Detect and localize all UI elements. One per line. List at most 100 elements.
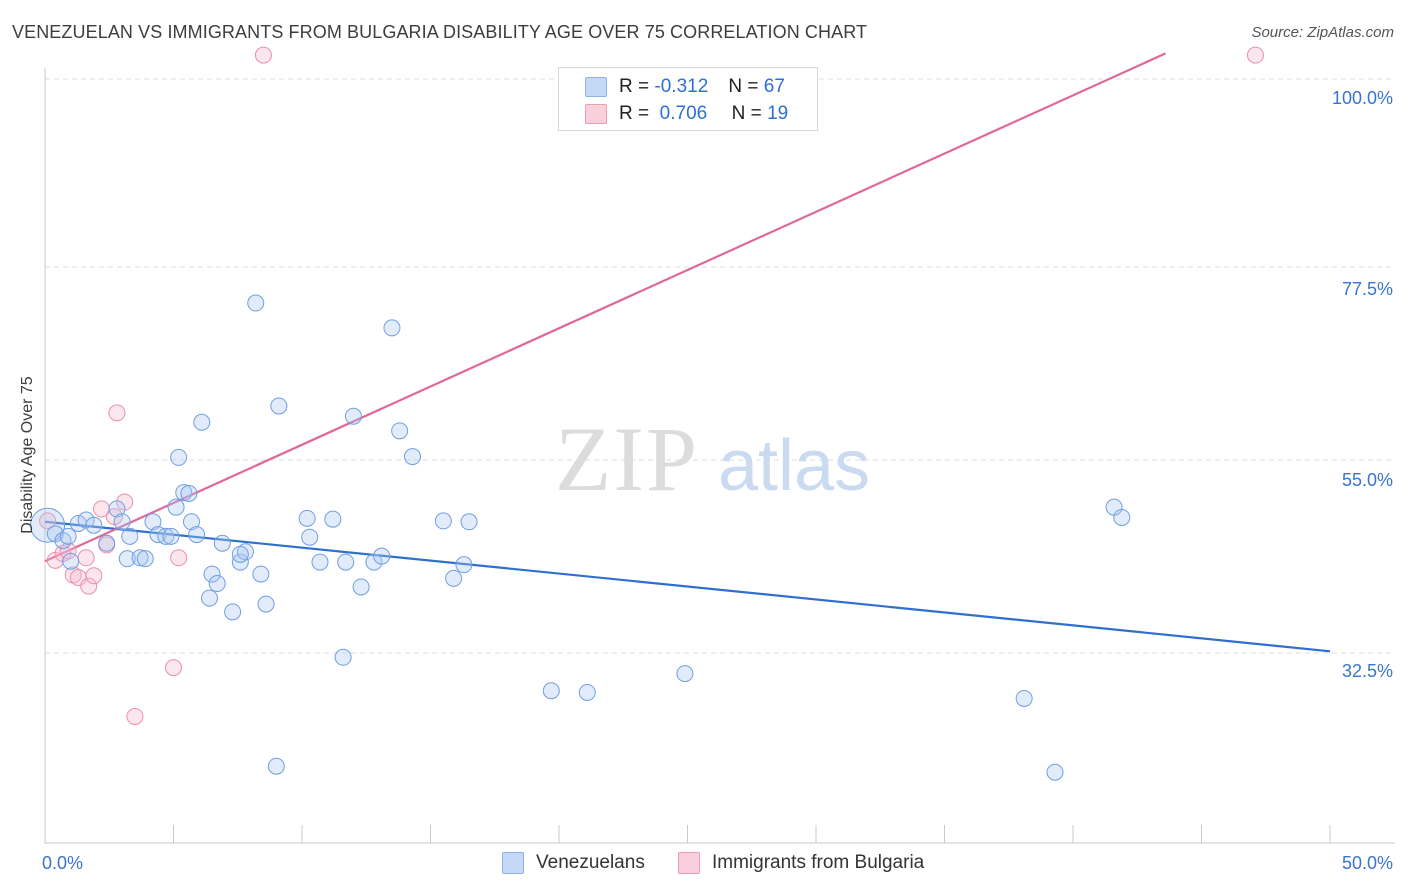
- watermark-atlas: atlas: [718, 426, 870, 506]
- venezuelan-point: [324, 510, 342, 528]
- bulgaria-n-value: 19: [767, 103, 789, 124]
- venezuelan-point: [267, 757, 285, 775]
- venezuelan-point: [30, 507, 66, 543]
- legend-row-venezuelans: R = -0.312 N = 67: [585, 75, 785, 99]
- venezuelan-point: [157, 527, 175, 545]
- y-tick-label: 77.5%: [1342, 279, 1393, 299]
- bulgaria-point: [39, 512, 57, 530]
- bulgaria-trend-line: [44, 52, 1166, 563]
- venezuelan-point: [231, 545, 249, 563]
- venezuelan-point: [352, 578, 370, 596]
- bulgaria-point: [59, 542, 77, 560]
- bulgaria-n-label: N =: [731, 103, 762, 124]
- venezuelan-point: [1046, 763, 1064, 781]
- venezuelan-point: [144, 513, 162, 531]
- venezuelan-point: [344, 407, 362, 425]
- watermark: ZIP atlas: [555, 408, 870, 510]
- y-tick-label: 55.0%: [1342, 470, 1393, 490]
- venezuelan-point: [170, 448, 188, 466]
- venezuelan-point: [337, 553, 355, 571]
- source-credit: Source: ZipAtlas.com: [1251, 24, 1394, 41]
- bulgaria-r-value: 0.706: [659, 103, 708, 124]
- venezuelan-point: [188, 526, 206, 544]
- y-axis-label: Disability Age Over 75: [19, 376, 36, 534]
- venezuelan-point: [301, 528, 319, 546]
- venezuelan-point: [270, 397, 288, 415]
- venezuelan-point: [131, 549, 149, 567]
- venezuelan-point: [98, 534, 116, 552]
- venezuelan-point: [1015, 689, 1033, 707]
- venezuelan-point: [208, 575, 226, 593]
- venezuelan-point: [460, 513, 478, 531]
- stats-legend: R = -0.312 N = 67 R = 0.706 N = 19: [558, 67, 818, 131]
- bulgaria-point: [108, 404, 126, 422]
- venezuelan-point: [257, 595, 275, 613]
- venezuelan-point: [676, 665, 694, 683]
- venezuelan-point: [455, 556, 473, 574]
- watermark-zip: ZIP: [555, 408, 699, 510]
- x-tick-label: 0.0%: [42, 853, 83, 873]
- venezuelans-r-value: -0.312: [654, 76, 709, 97]
- venezuelan-point: [175, 484, 193, 502]
- bulgaria-legend-swatch: [678, 852, 700, 874]
- chart-title: VENEZUELAN VS IMMIGRANTS FROM BULGARIA D…: [12, 22, 868, 42]
- venezuelan-point: [118, 550, 136, 568]
- venezuelan-point: [404, 448, 422, 466]
- venezuelan-point: [62, 552, 80, 570]
- venezuelan-point: [298, 509, 316, 527]
- bulgaria-point: [77, 549, 95, 567]
- axes: [44, 68, 1395, 844]
- venezuelan-point: [311, 553, 329, 571]
- bulgaria-legend-label: Immigrants from Bulgaria: [712, 852, 925, 873]
- bulgaria-point: [93, 500, 111, 518]
- venezuelan-point: [578, 683, 596, 701]
- venezuelan-point: [108, 500, 126, 518]
- venezuelan-point: [162, 527, 180, 545]
- bulgaria-point: [165, 659, 182, 677]
- trend-lines: [44, 52, 1331, 653]
- venezuelan-point: [247, 294, 265, 312]
- legend-item-venezuelans[interactable]: Venezuelans: [502, 852, 645, 874]
- venezuelan-point: [224, 603, 242, 621]
- venezuelan-point: [59, 527, 77, 545]
- venezuelan-point: [1113, 508, 1131, 526]
- venezuelan-point: [373, 547, 391, 565]
- venezuelans-n-value: 67: [763, 76, 785, 97]
- venezuelans-legend-swatch: [502, 852, 524, 874]
- x-tick-label: 50.0%: [1342, 853, 1393, 873]
- venezuelan-point: [85, 516, 103, 534]
- venezuelan-point: [434, 512, 452, 530]
- bulgaria-r-label: R =: [619, 103, 650, 124]
- venezuelan-point: [542, 682, 560, 700]
- legend-item-bulgaria[interactable]: Immigrants from Bulgaria: [678, 852, 924, 874]
- bulgaria-point: [64, 566, 82, 584]
- venezuelan-point: [334, 648, 352, 666]
- venezuelan-point: [200, 589, 218, 607]
- bulgaria-point: [85, 567, 103, 585]
- bulgaria-point: [170, 549, 188, 567]
- venezuelans-legend-label: Venezuelans: [536, 852, 645, 873]
- grid-lines: [45, 78, 1395, 654]
- venezuelans-r-label: R =: [619, 76, 650, 97]
- venezuelan-point: [213, 534, 231, 552]
- venezuelan-point: [391, 422, 409, 440]
- venezuelan-point: [113, 513, 131, 531]
- venezuelan-point: [193, 413, 211, 431]
- venezuelan-point: [383, 319, 401, 337]
- data-points: [30, 46, 1264, 781]
- y-tick-label: 100.0%: [1332, 88, 1393, 108]
- venezuelan-point: [252, 565, 270, 583]
- venezuelan-point: [136, 550, 154, 568]
- tick-labels: 32.5% 55.0% 77.5% 100.0% 0.0% 50.0%: [42, 88, 1393, 873]
- bulgaria-point: [254, 46, 272, 64]
- venezuelan-point: [236, 543, 254, 561]
- venezuelan-point: [167, 498, 185, 516]
- bulgaria-point: [1246, 46, 1264, 64]
- venezuelan-point: [445, 569, 463, 587]
- venezuelans-n-label: N =: [728, 76, 759, 97]
- venezuelan-point: [182, 513, 200, 531]
- y-tick-label: 32.5%: [1342, 661, 1393, 681]
- bulgaria-point: [126, 707, 144, 725]
- venezuelan-point: [203, 565, 221, 583]
